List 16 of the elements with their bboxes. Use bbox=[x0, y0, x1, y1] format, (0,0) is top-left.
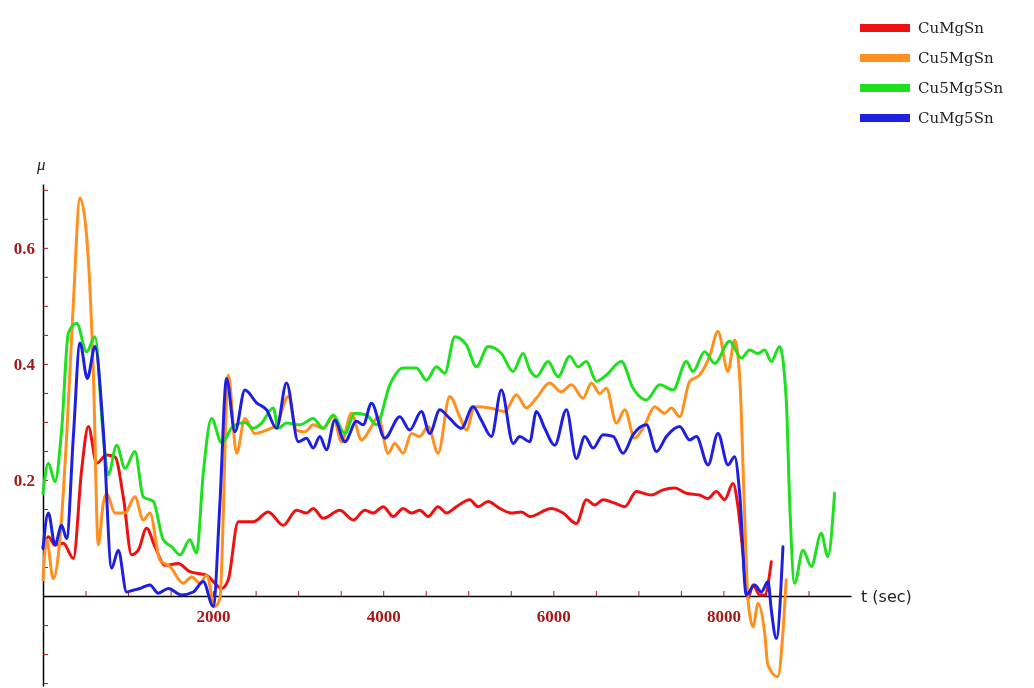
line-series bbox=[41, 341, 785, 640]
x-tick-label: 2000 bbox=[196, 607, 231, 627]
y-tick-label: 0.2 bbox=[13, 470, 35, 490]
line-series bbox=[41, 196, 788, 679]
x-axis-title: t (sec) bbox=[861, 587, 912, 607]
y-tick-label: 0.4 bbox=[13, 354, 36, 374]
y-axis-title: μ bbox=[36, 155, 46, 174]
line-series bbox=[41, 321, 837, 585]
x-tick-label: 8000 bbox=[706, 607, 741, 627]
legend-label: Cu5MgSn bbox=[918, 49, 994, 67]
x-tick-label: 4000 bbox=[366, 607, 401, 627]
legend-label: Cu5Mg5Sn bbox=[918, 79, 1004, 97]
y-tick-label: 0.6 bbox=[13, 238, 35, 258]
x-tick-label: 6000 bbox=[536, 607, 571, 627]
legend-label: CuMg5Sn bbox=[918, 109, 994, 127]
legend-label: CuMgSn bbox=[918, 19, 985, 37]
